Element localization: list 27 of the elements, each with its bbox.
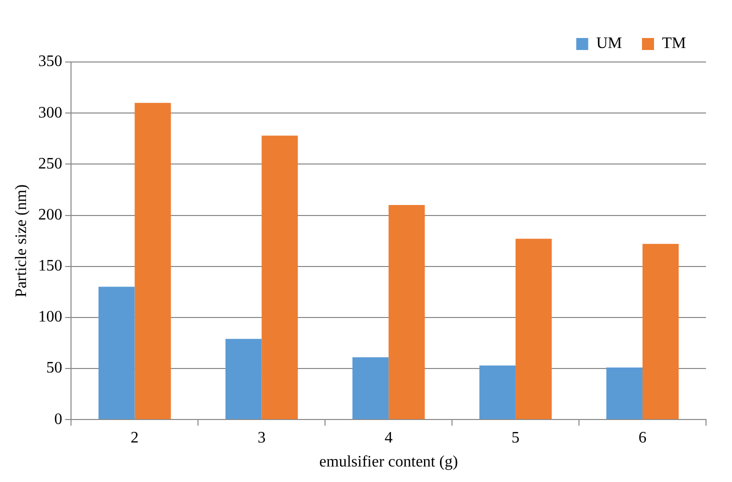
- x-axis-title: emulsifier content (g): [319, 454, 458, 471]
- x-tick-label: 6: [638, 429, 647, 446]
- bar: [642, 244, 679, 420]
- x-tick-label: 4: [384, 429, 393, 446]
- x-tick-label: 3: [258, 429, 266, 446]
- bar: [98, 286, 135, 420]
- legend-label: UM: [596, 35, 622, 52]
- bar: [262, 136, 298, 420]
- bar: [479, 365, 516, 420]
- y-tick-label: 250: [38, 155, 62, 172]
- x-tick-label: 5: [512, 429, 520, 446]
- bar: [134, 102, 171, 420]
- y-tick-label: 300: [38, 104, 62, 122]
- legend-label: TM: [662, 35, 686, 52]
- y-axis-title: Particle size (nm): [12, 184, 30, 298]
- y-tick-label: 100: [38, 308, 62, 326]
- bar: [225, 338, 262, 420]
- bar: [352, 357, 389, 420]
- bar: [388, 205, 425, 420]
- bar: [516, 238, 552, 420]
- x-tick-label: 2: [130, 429, 139, 446]
- y-tick-label: 0: [54, 410, 62, 428]
- y-tick-label: 150: [38, 258, 62, 275]
- y-tick-label: 200: [38, 206, 62, 224]
- y-tick-label: 350: [38, 53, 62, 70]
- y-tick-label: 50: [46, 360, 62, 377]
- bar: [606, 367, 643, 420]
